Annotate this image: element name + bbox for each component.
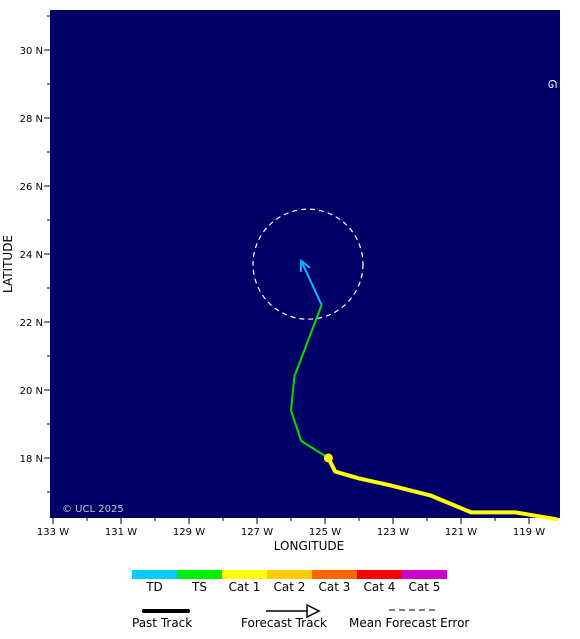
copyright-text: © UCL 2025 (62, 504, 124, 515)
category-label: TD (146, 580, 163, 594)
category-swatch (357, 570, 402, 579)
mean-forecast-error-circle (252, 208, 364, 320)
category-swatch (222, 570, 267, 579)
storm-track-map: 133 W 131 W 129 W 127 W 125 W 123 W 121 W 119 W… (1, 10, 560, 553)
forecast-track-swatch (266, 604, 321, 618)
category-label: Cat 5 (408, 580, 441, 594)
category-label: Cat 3 (318, 580, 351, 594)
past-track-label: Past Track (132, 616, 193, 630)
past-track-line (326, 456, 559, 522)
lon-tick-label: 121 W (445, 527, 477, 538)
lat-tick-label: 20 N (20, 386, 43, 397)
category-label: Cat 2 (273, 580, 306, 594)
mean-forecast-error-swatch (389, 609, 437, 611)
forecast-track-label: Forecast Track (241, 616, 327, 630)
lat-tick-label: 26 N (20, 182, 43, 193)
longitude-tick-labels: 133 W 131 W 129 W 127 W 125 W 123 W 121 W 119 W (37, 527, 545, 538)
category-label: Cat 4 (363, 580, 396, 594)
current-position-marker (323, 453, 333, 463)
y-axis-title: LATITUDE (1, 235, 15, 293)
category-label: TS (192, 580, 207, 594)
lon-tick-label: 125 W (309, 527, 341, 538)
category-swatch (132, 570, 177, 579)
lon-tick-label: 119 W (513, 527, 545, 538)
category-swatch (312, 570, 357, 579)
legend: TD TS Cat 1 Cat 2 Cat 3 Cat 4 Cat 5 Past Track… (0, 560, 580, 639)
category-swatch (402, 570, 447, 579)
forecast-track-ts-line (290, 304, 329, 459)
lon-tick-label: 133 W (37, 527, 69, 538)
x-axis-title: LONGITUDE (274, 539, 344, 553)
category-label: Cat 1 (228, 580, 261, 594)
lat-tick-label: 28 N (20, 114, 43, 125)
forecast-arrowhead (299, 258, 311, 273)
lon-tick-label: 123 W (377, 527, 409, 538)
lon-tick-label: 129 W (173, 527, 205, 538)
map-mark-glyph: ᘏ (548, 78, 557, 91)
category-swatch (267, 570, 312, 579)
lat-tick-label: 22 N (20, 318, 43, 329)
category-swatch (177, 570, 222, 579)
past-track-swatch (142, 609, 190, 613)
track-layer (252, 208, 559, 522)
lat-tick-label: 30 N (20, 46, 43, 57)
lat-tick-label: 24 N (20, 250, 43, 261)
latitude-tick-labels: 18 N 20 N 22 N 24 N 26 N 28 N 30 N (20, 46, 43, 465)
axis-ticks (44, 15, 530, 524)
forecast-track-td-line (300, 260, 323, 306)
lat-tick-label: 18 N (20, 454, 43, 465)
mean-forecast-error-label: Mean Forecast Error (349, 616, 470, 630)
lon-tick-label: 131 W (105, 527, 137, 538)
lon-tick-label: 127 W (241, 527, 273, 538)
